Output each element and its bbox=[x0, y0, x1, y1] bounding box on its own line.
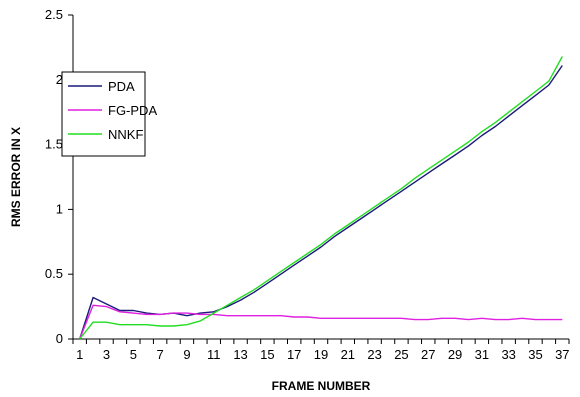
y-tick-label: 1 bbox=[56, 201, 63, 216]
x-tick-label: 19 bbox=[314, 347, 328, 362]
legend-label-pda: PDA bbox=[108, 79, 135, 94]
x-tick-label: 33 bbox=[501, 347, 515, 362]
y-tick-label: 1.5 bbox=[45, 137, 63, 152]
y-tick-label: 0.5 bbox=[45, 266, 63, 281]
x-tick-label: 31 bbox=[475, 347, 489, 362]
x-tick-label: 35 bbox=[528, 347, 542, 362]
x-tick-label: 5 bbox=[130, 347, 137, 362]
x-tick-label: 11 bbox=[207, 347, 221, 362]
x-tick-label: 9 bbox=[183, 347, 190, 362]
ticks: 00.511.522.51 3 5 7 9 11 13 15 17 19 21 23 25 27 29 31 3… bbox=[45, 7, 570, 362]
x-tick-label: 27 bbox=[421, 347, 435, 362]
x-tick-label: 37 bbox=[555, 347, 569, 362]
x-tick-label: 3 bbox=[103, 347, 110, 362]
legend-label-nnkf: NNKF bbox=[108, 127, 143, 142]
x-tick-label: 15 bbox=[260, 347, 274, 362]
series-line-nnkf bbox=[79, 56, 563, 340]
x-tick-label: 23 bbox=[367, 347, 381, 362]
x-tick-label: 25 bbox=[394, 347, 408, 362]
series-line-fg-pda bbox=[79, 304, 563, 340]
y-axis-title: RMS ERROR IN X bbox=[9, 127, 23, 227]
y-tick-label: 0 bbox=[56, 331, 63, 346]
legend-label-fg-pda: FG-PDA bbox=[108, 103, 157, 118]
y-tick-label: 2.5 bbox=[45, 7, 63, 22]
x-tick-label: 1 bbox=[76, 347, 83, 362]
y-tick-label: 2 bbox=[56, 72, 63, 87]
x-tick-label: 21 bbox=[341, 347, 355, 362]
x-tick-label: 17 bbox=[287, 347, 301, 362]
x-tick-label: 13 bbox=[233, 347, 247, 362]
legend: PDA FG-PDA NNKF bbox=[61, 71, 157, 157]
x-axis-title: FRAME NUMBER bbox=[272, 379, 371, 393]
series-lines bbox=[79, 56, 563, 340]
x-tick-label: 29 bbox=[448, 347, 462, 362]
axes bbox=[72, 15, 569, 340]
x-tick-label: 7 bbox=[157, 347, 164, 362]
